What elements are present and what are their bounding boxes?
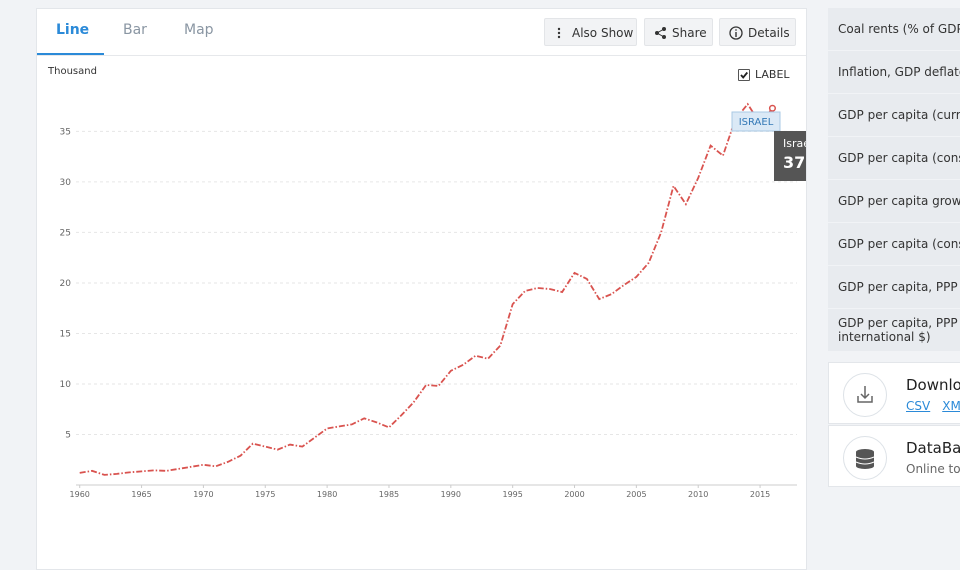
download-links: CSV XM bbox=[906, 399, 960, 413]
x-tick-label: 1975 bbox=[255, 490, 275, 499]
indicator-item[interactable]: GDP per capita grow bbox=[828, 180, 960, 222]
download-icon bbox=[843, 373, 887, 417]
y-tick-label: 5 bbox=[65, 430, 71, 440]
toggle-label: LABEL bbox=[755, 68, 790, 81]
y-tick-label: 25 bbox=[60, 228, 71, 238]
series-label: ISRAEL bbox=[731, 111, 781, 132]
databank-text: Online to bbox=[906, 462, 960, 476]
x-tick-label: 2000 bbox=[564, 490, 584, 499]
x-tick-label: 2015 bbox=[750, 490, 770, 499]
x-tick-label: 1960 bbox=[70, 490, 90, 499]
csv-link[interactable]: CSV bbox=[906, 399, 931, 413]
indicator-item[interactable]: Inflation, GDP deflato bbox=[828, 51, 960, 93]
databank-box: DataBa Online to bbox=[828, 425, 960, 487]
series-label-box bbox=[731, 111, 781, 132]
checkbox[interactable] bbox=[738, 69, 750, 81]
indicator-item[interactable]: Coal rents (% of GDP bbox=[828, 8, 960, 50]
share-button[interactable]: Share bbox=[644, 18, 713, 46]
chart-card: 5 10 15 20 25 30 35 1960 1965 1970 1975 1980 1985 199… bbox=[36, 8, 807, 570]
x-tick-label: 1965 bbox=[131, 490, 151, 499]
y-tick-label: 20 bbox=[60, 279, 72, 289]
x-tick-label: 1990 bbox=[441, 490, 461, 499]
x-tick-label: 1995 bbox=[502, 490, 522, 499]
also-show-button[interactable]: Also Show bbox=[544, 18, 637, 46]
tab-bar: Line Bar Map Also Show Share Details bbox=[37, 9, 806, 56]
x-tick-label: 1980 bbox=[317, 490, 337, 499]
tab[interactable]: Map bbox=[184, 22, 214, 38]
tooltip-value: 37,292.612 bbox=[783, 153, 806, 172]
highlight-point bbox=[768, 104, 776, 112]
tooltip-title: Israel (2016) bbox=[783, 137, 806, 150]
y-tick-label: 30 bbox=[60, 178, 72, 188]
icon bbox=[655, 27, 666, 39]
active-tab-indicator bbox=[37, 53, 104, 55]
chart: 5 10 15 20 25 30 35 1960 1965 1970 1975 1980 1985 199… bbox=[60, 102, 806, 499]
icon bbox=[857, 386, 873, 403]
button-label: Details bbox=[748, 26, 790, 40]
indicator-item[interactable]: GDP per capita, PPP ( international $) bbox=[828, 309, 960, 351]
indicator-item[interactable]: GDP per capita, PPP bbox=[828, 266, 960, 308]
tooltip-box bbox=[774, 131, 806, 181]
details-button[interactable]: Details bbox=[719, 18, 796, 46]
download-box: Downlo CSV XM bbox=[828, 362, 960, 424]
indicator-item[interactable]: GDP per capita (curre bbox=[828, 94, 960, 136]
icon bbox=[855, 449, 875, 469]
indicator-item[interactable]: GDP per capita (cons bbox=[828, 137, 960, 179]
x-tick-label: 2005 bbox=[626, 490, 646, 499]
series-label-text: ISRAEL bbox=[739, 117, 774, 128]
icon bbox=[729, 26, 743, 40]
download-title: Downlo bbox=[906, 376, 960, 394]
databank-title: DataBa bbox=[906, 439, 960, 457]
checkmark bbox=[740, 71, 748, 79]
y-axis-label: Thousand bbox=[48, 66, 97, 77]
y-tick-label: 15 bbox=[60, 329, 71, 339]
y-tick-label: 10 bbox=[60, 380, 72, 390]
indicator-item[interactable]: GDP per capita (cons bbox=[828, 223, 960, 265]
tab[interactable]: Bar bbox=[123, 22, 147, 38]
icon bbox=[557, 27, 561, 39]
page: { "tabs": ["Line", "Bar", "Map"], "butto… bbox=[36, 8, 960, 570]
databank-icon bbox=[843, 436, 887, 480]
xml-link[interactable]: XM bbox=[942, 399, 960, 413]
data-line bbox=[79, 102, 774, 476]
button-label: Also Show bbox=[572, 26, 634, 40]
button-label: Share bbox=[672, 26, 707, 40]
tab[interactable]: Line bbox=[56, 22, 90, 38]
tooltip: Israel (2016) 37,292.612 bbox=[774, 131, 806, 181]
x-tick-label: 1970 bbox=[193, 490, 213, 499]
y-tick-label: 35 bbox=[60, 127, 71, 137]
x-tick-label: 1985 bbox=[379, 490, 399, 499]
x-tick-label: 2010 bbox=[688, 490, 708, 499]
